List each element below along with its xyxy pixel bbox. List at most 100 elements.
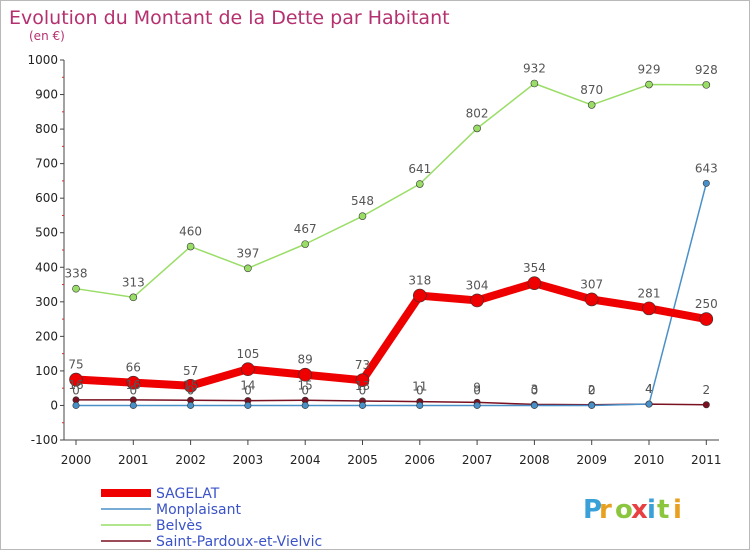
data-point-monplaisant [702, 179, 710, 187]
data-label-monplaisant: 0 [473, 383, 481, 397]
series-line-saint-pardoux-et-vielvic [76, 399, 707, 406]
data-label-saint-pardoux-et-vielvic: 11 [412, 380, 427, 394]
x-tick-label: 2009 [576, 453, 607, 467]
y-tick-label: 300 [35, 295, 58, 309]
data-label-monplaisant: 0 [129, 383, 137, 397]
y-tick-label: 800 [35, 122, 58, 136]
series-line-sagelat [75, 279, 708, 390]
data-point-sagelat [699, 312, 714, 326]
data-label-saint-pardoux-et-vielvic: 2 [588, 383, 596, 397]
x-tick-label: 2010 [634, 453, 665, 467]
y-tick-label: 400 [35, 260, 58, 274]
data-point-sagelat [642, 301, 656, 316]
data-point-sagelat [527, 276, 542, 290]
y-tick-label: 500 [35, 226, 58, 240]
data-point-belv-s [244, 264, 252, 273]
logo-letter: P [583, 495, 602, 525]
y-tick-label: 0 [50, 398, 58, 412]
data-label-sagelat: 354 [523, 261, 546, 275]
data-label-belv-s: 467 [294, 222, 317, 236]
data-label-belv-s: 460 [179, 225, 202, 239]
data-label-belv-s: 641 [408, 162, 431, 176]
data-label-monplaisant: 0 [588, 383, 596, 397]
legend-label-belv-s: Belvès [156, 518, 202, 534]
data-point-saint-pardoux-et-vielvic [702, 401, 710, 409]
x-tick-label: 2011 [691, 453, 722, 467]
y-tick-label: 100 [35, 364, 58, 378]
logo-letter: i [673, 495, 682, 525]
y-tick-label: 900 [35, 88, 58, 102]
data-label-monplaisant: 0 [416, 383, 424, 397]
logo-letter: x [631, 495, 648, 525]
data-label-saint-pardoux-et-vielvic: 15 [183, 378, 198, 392]
data-label-saint-pardoux-et-vielvic: 13 [355, 379, 370, 393]
data-label-sagelat: 105 [236, 347, 259, 361]
data-label-belv-s: 313 [122, 275, 145, 289]
data-label-belv-s: 932 [523, 61, 546, 75]
data-label-sagelat: 281 [638, 286, 661, 300]
data-point-monplaisant [244, 401, 252, 409]
data-point-belv-s [473, 124, 481, 133]
data-point-belv-s [702, 81, 711, 89]
data-label-sagelat: 66 [126, 361, 141, 375]
data-point-belv-s [186, 242, 195, 251]
logo-letter: t [657, 495, 669, 525]
data-point-monplaisant [358, 401, 366, 409]
x-tick-label: 2003 [233, 453, 264, 467]
data-label-belv-s: 397 [236, 246, 259, 260]
data-label-sagelat: 250 [695, 297, 718, 311]
data-point-belv-s [358, 212, 367, 220]
data-label-belv-s: 928 [695, 63, 718, 77]
data-point-belv-s [129, 293, 138, 302]
data-point-sagelat [126, 375, 141, 390]
data-point-belv-s [415, 180, 424, 188]
y-tick-label: -100 [31, 433, 58, 447]
chart-subtitle: (en €) [29, 29, 65, 43]
data-point-monplaisant [416, 401, 424, 409]
data-label-sagelat: 307 [580, 277, 603, 291]
data-label-sagelat: 75 [68, 358, 83, 372]
data-label-belv-s: 338 [65, 267, 88, 281]
data-point-monplaisant [645, 400, 653, 408]
data-point-sagelat [69, 372, 83, 387]
data-label-monplaisant: 0 [244, 383, 252, 397]
data-label-monplaisant: 0 [301, 383, 309, 397]
data-label-monplaisant: 0 [359, 383, 367, 397]
x-tick-label: 2006 [405, 453, 436, 467]
x-tick-label: 2001 [118, 453, 149, 467]
y-tick-label: 200 [35, 329, 58, 343]
data-point-belv-s [301, 240, 310, 248]
data-point-belv-s [72, 284, 80, 293]
data-label-saint-pardoux-et-vielvic: 14 [240, 379, 255, 393]
data-label-saint-pardoux-et-vielvic: 16 [126, 378, 141, 392]
proxiti-logo: Pr ox i t i [583, 495, 682, 525]
data-point-belv-s [587, 101, 596, 109]
series-line-belv-s [75, 82, 707, 299]
data-label-saint-pardoux-et-vielvic: 15 [298, 378, 313, 392]
data-point-monplaisant [588, 401, 596, 409]
series-layer [69, 79, 714, 409]
data-point-sagelat [298, 367, 313, 382]
data-label-belv-s: 548 [351, 194, 374, 208]
data-point-monplaisant [530, 401, 538, 409]
data-label-saint-pardoux-et-vielvic: 2 [702, 383, 710, 397]
y-tick-label: 700 [35, 157, 58, 171]
data-label-sagelat: 318 [408, 274, 431, 288]
data-label-sagelat: 304 [466, 278, 489, 292]
data-label-monplaisant: 0 [72, 383, 80, 397]
x-tick-label: 2007 [462, 453, 493, 467]
data-label-belv-s: 929 [638, 63, 661, 77]
y-tick-label: 1000 [27, 53, 58, 67]
data-point-monplaisant [72, 401, 80, 409]
data-label-sagelat: 89 [298, 353, 313, 367]
data-label-monplaisant: 0 [187, 383, 195, 397]
data-point-monplaisant [473, 401, 481, 409]
x-tick-label: 2005 [347, 453, 378, 467]
legend-label-sagelat: SAGELAT [156, 486, 220, 502]
data-label-sagelat: 73 [355, 358, 370, 372]
data-point-sagelat [584, 292, 599, 307]
logo-letter: i [647, 495, 656, 525]
